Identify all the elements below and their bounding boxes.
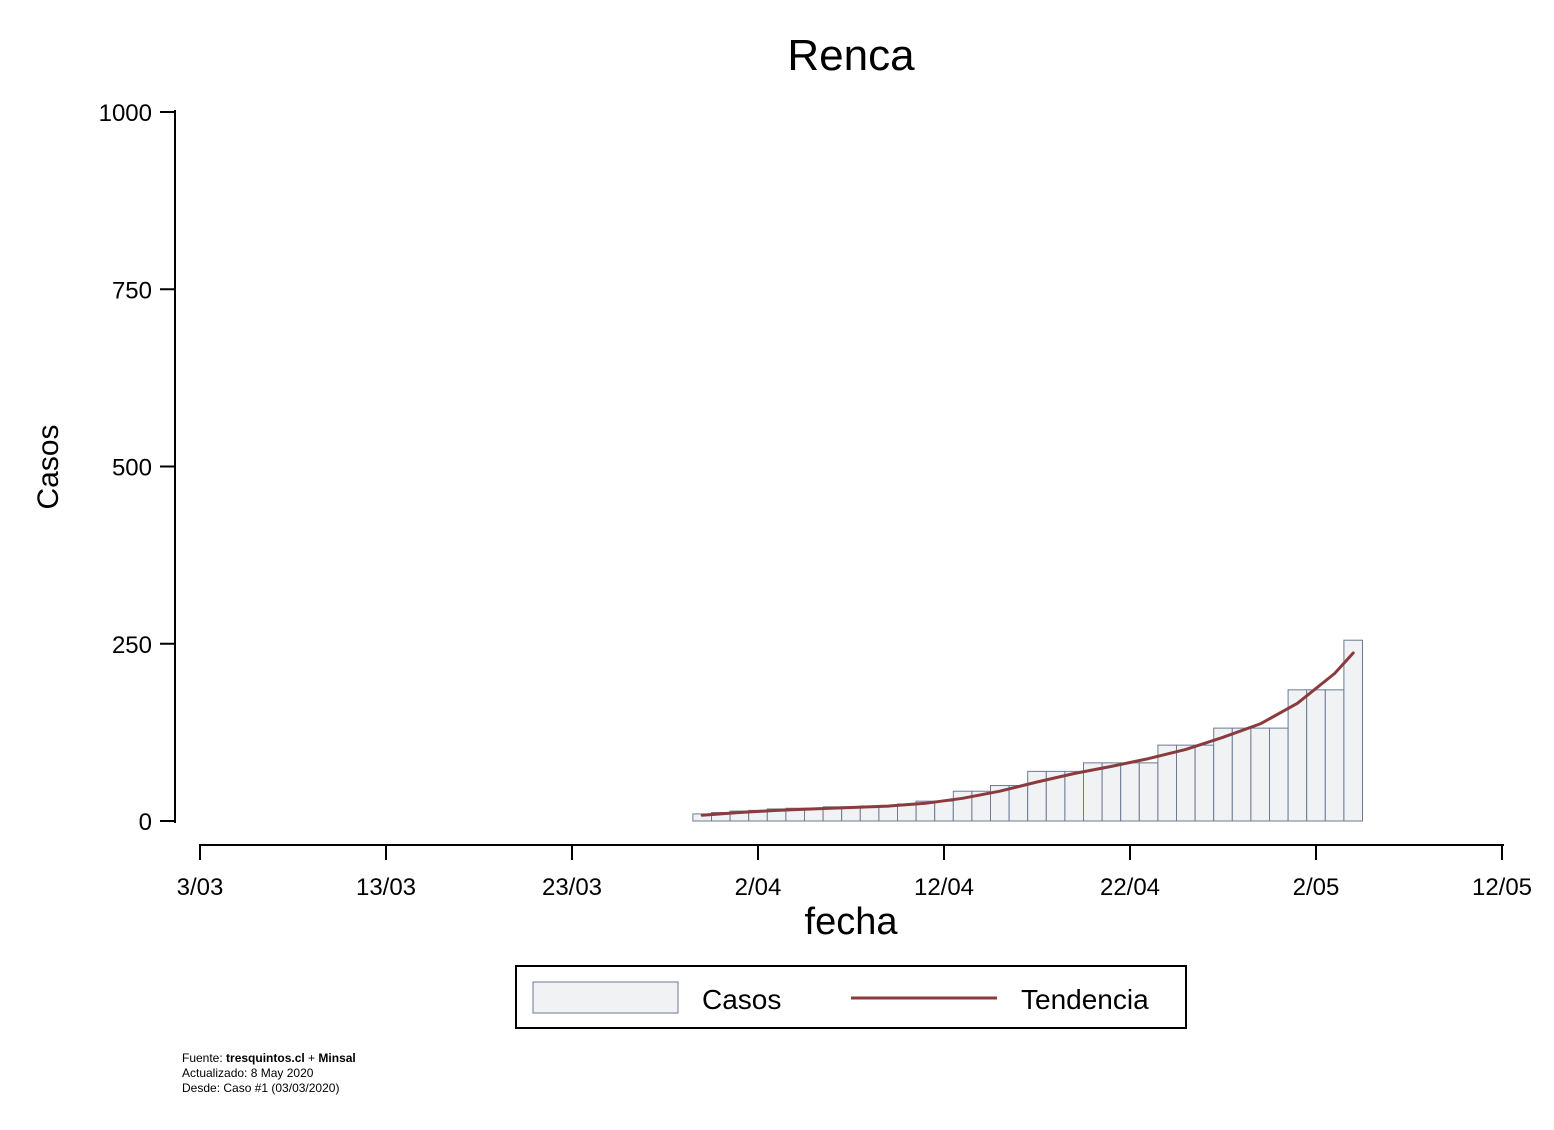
legend-label-casos: Casos: [702, 984, 781, 1015]
note-updated: Actualizado: 8 May 2020: [182, 1066, 314, 1080]
x-tick-label: 2/05: [1293, 874, 1340, 901]
bar-casos: [1269, 727, 1289, 822]
bar-casos: [1250, 727, 1271, 822]
y-axis-title: Casos: [32, 424, 65, 509]
x-tick-label: 23/03: [542, 874, 602, 901]
bar-casos: [1176, 744, 1196, 822]
x-tick-label: 3/03: [177, 874, 224, 901]
bar-casos: [1231, 727, 1252, 822]
bar-casos: [1213, 727, 1233, 822]
x-axis-title: fecha: [805, 901, 899, 943]
x-tick-label: 2/04: [735, 874, 782, 901]
x-ticks: 3/03 13/03 23/03 2/04 12/04 22/04 2/05 12/05: [177, 845, 1532, 901]
y-tick-label: 1000: [99, 100, 152, 127]
trend-line: [700, 651, 1355, 817]
y-tick-label: 0: [139, 809, 152, 836]
bar-casos: [1027, 770, 1047, 822]
bar-casos: [1343, 639, 1364, 822]
x-tick-label: 12/04: [914, 874, 974, 901]
x-tick-label: 22/04: [1100, 874, 1160, 901]
x-tick-label: 13/03: [356, 874, 416, 901]
note-source-site: tresquintos.cl: [226, 1051, 305, 1065]
legend-label-tendencia: Tendencia: [1021, 984, 1149, 1015]
bars: [692, 639, 1364, 822]
note-source-org: Minsal: [318, 1051, 356, 1065]
trend-line-group: [700, 651, 1355, 817]
source-notes: Fuente: tresquintos.cl + Minsal Actualiz…: [182, 1051, 356, 1096]
legend-swatch-casos: [532, 981, 679, 1014]
x-tick-label: 12/05: [1472, 874, 1532, 901]
bar-casos: [1008, 785, 1029, 822]
bar-casos: [1138, 762, 1159, 822]
bar-casos: [1306, 689, 1326, 822]
bar-casos: [1120, 762, 1140, 822]
bar-casos: [934, 800, 954, 822]
bar-casos: [1064, 770, 1085, 822]
note-source-plus: +: [304, 1051, 319, 1065]
y-ticks: 0 250 500 750 1000: [99, 100, 175, 836]
y-tick-label: 250: [112, 632, 152, 659]
legend: Casos Tendencia: [515, 965, 1187, 1029]
note-since: Desde: Caso #1 (03/03/2020): [182, 1081, 340, 1095]
chart-title: Renca: [787, 31, 915, 80]
bar-casos: [1194, 744, 1215, 822]
bar-casos: [1324, 689, 1345, 822]
y-tick-label: 500: [112, 455, 152, 482]
note-source-prefix: Fuente:: [182, 1051, 227, 1065]
y-tick-label: 750: [112, 277, 152, 304]
note-source: Fuente: tresquintos.cl + Minsal: [182, 1051, 356, 1066]
bar-casos: [1287, 689, 1308, 822]
bar-casos: [1101, 762, 1122, 822]
